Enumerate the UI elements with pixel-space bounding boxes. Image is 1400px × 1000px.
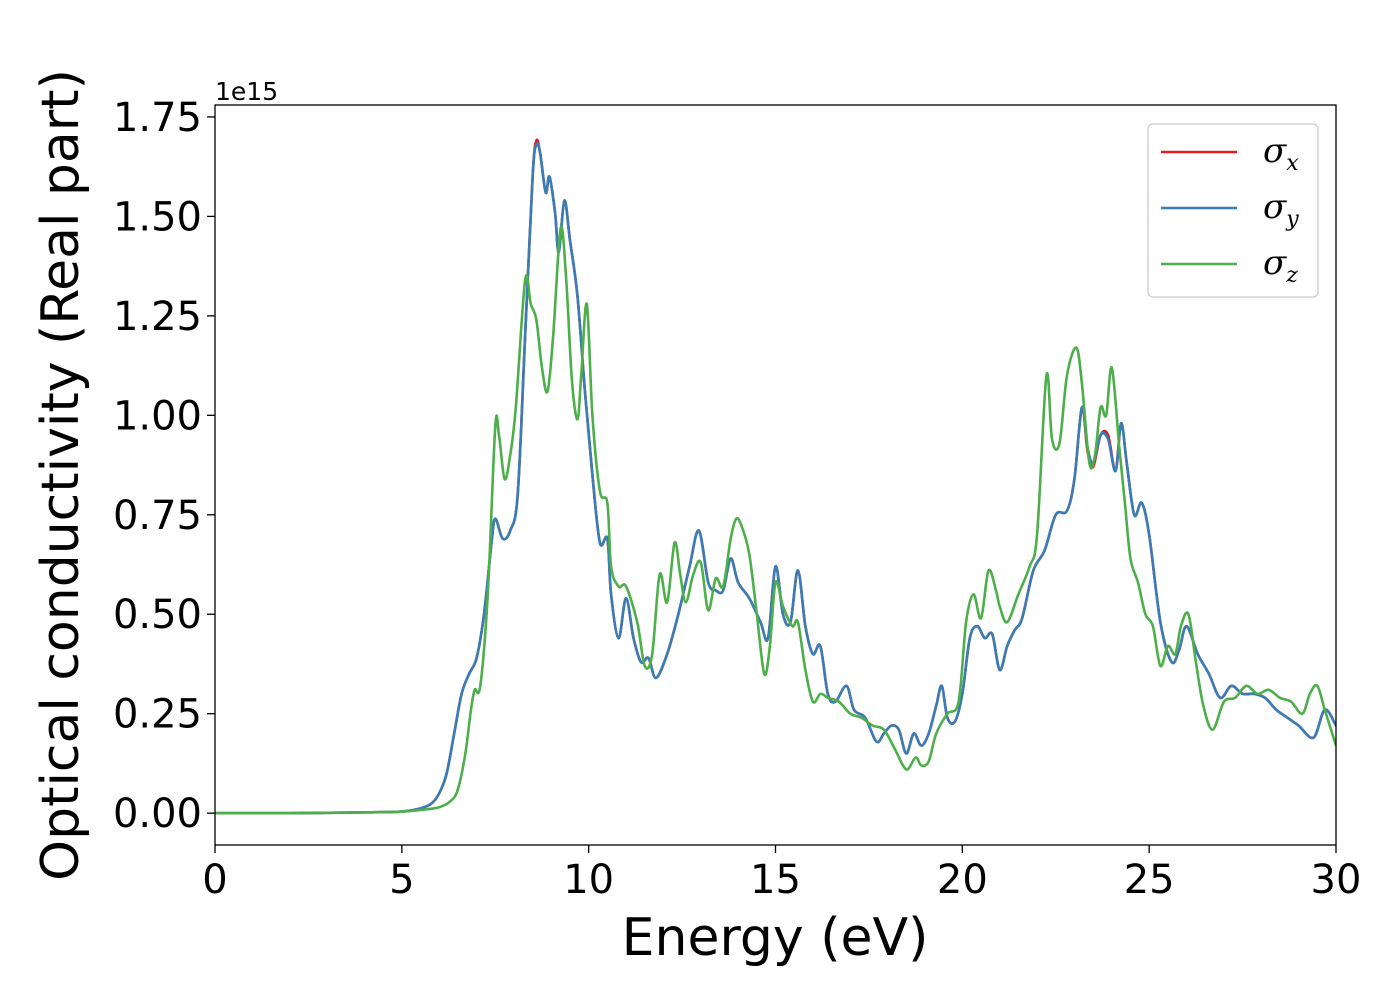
plot-lines xyxy=(215,138,1336,815)
y-tick-label: 1.25 xyxy=(113,294,202,340)
x-axis: 0 5 10 15 20 25 30 xyxy=(202,845,1361,903)
y-tick-label: 1.50 xyxy=(113,194,202,240)
series-line-sigma-y xyxy=(215,141,1336,815)
x-axis-label: Energy (eV) xyxy=(622,908,929,968)
x-tick-label: 20 xyxy=(937,857,988,903)
x-tick-label: 15 xyxy=(750,857,801,903)
y-tick-label: 1.75 xyxy=(113,95,202,141)
y-tick-label: 0.50 xyxy=(113,592,202,638)
x-tick-label: 30 xyxy=(1311,857,1362,903)
series-line-sigma-z xyxy=(215,225,1336,815)
y-offset-label: 1e15 xyxy=(215,77,278,106)
y-tick-label: 0.00 xyxy=(113,791,202,837)
legend-box xyxy=(1147,123,1319,298)
x-tick-label: 0 xyxy=(202,857,227,903)
y-tick-label: 0.75 xyxy=(113,493,202,539)
x-tick-label: 5 xyxy=(389,857,414,903)
y-axis-label: Optical conductivity (Real part) xyxy=(31,69,91,881)
y-tick-label: 0.25 xyxy=(113,692,202,738)
y-axis: 0.00 0.25 0.50 0.75 1.00 1.25 1.50 1.75 xyxy=(113,95,215,837)
x-tick-label: 25 xyxy=(1124,857,1175,903)
y-tick-label: 1.00 xyxy=(113,393,202,439)
x-tick-label: 10 xyxy=(563,857,614,903)
